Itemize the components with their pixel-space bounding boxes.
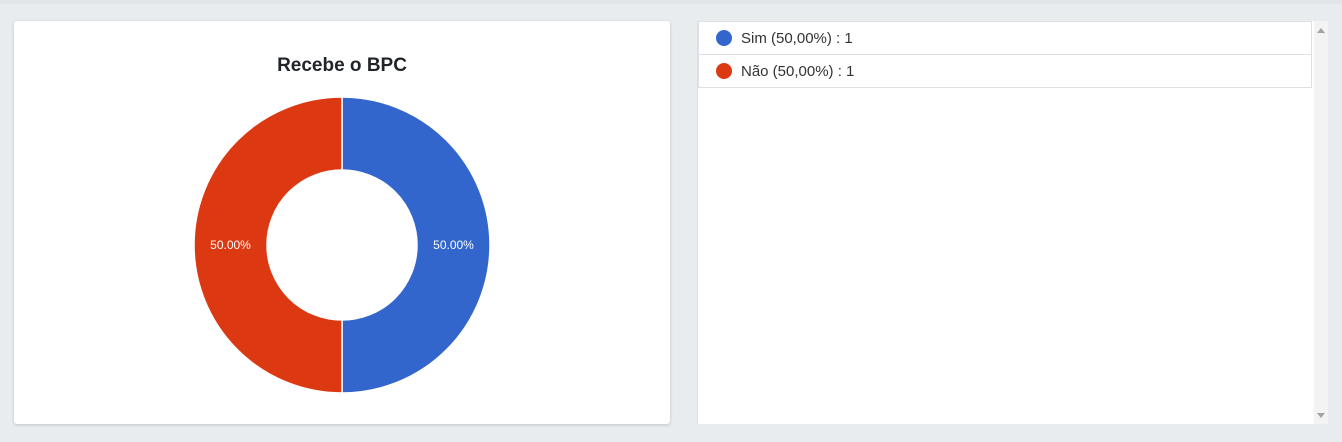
top-border bbox=[0, 0, 1342, 4]
chart-title: Recebe o BPC bbox=[277, 55, 407, 76]
slice-percent-label-nao: 50.00% bbox=[210, 238, 251, 252]
donut-slice-nao[interactable] bbox=[193, 96, 343, 394]
scroll-down-icon[interactable] bbox=[1317, 413, 1325, 418]
donut-slice-sim[interactable] bbox=[341, 96, 491, 394]
legend-item-nao[interactable]: Não (50,00%) : 1 bbox=[698, 55, 1312, 88]
legend-panel: Sim (50,00%) : 1 Não (50,00%) : 1 bbox=[697, 21, 1315, 424]
legend-label-sim: Sim (50,00%) : 1 bbox=[741, 29, 853, 47]
legend-dot-nao bbox=[716, 63, 732, 79]
legend-dot-sim bbox=[716, 30, 732, 46]
legend-list: Sim (50,00%) : 1 Não (50,00%) : 1 bbox=[698, 21, 1312, 88]
legend-item-sim[interactable]: Sim (50,00%) : 1 bbox=[698, 21, 1312, 55]
chart-card: Recebe o BPC 50.00% 50.00% bbox=[14, 21, 670, 424]
legend-scrollbar[interactable] bbox=[1314, 21, 1328, 424]
donut-chart: 50.00% 50.00% bbox=[193, 96, 491, 394]
legend-label-nao: Não (50,00%) : 1 bbox=[741, 62, 855, 80]
scroll-up-icon[interactable] bbox=[1317, 28, 1325, 33]
slice-percent-label-sim: 50.00% bbox=[433, 238, 474, 252]
